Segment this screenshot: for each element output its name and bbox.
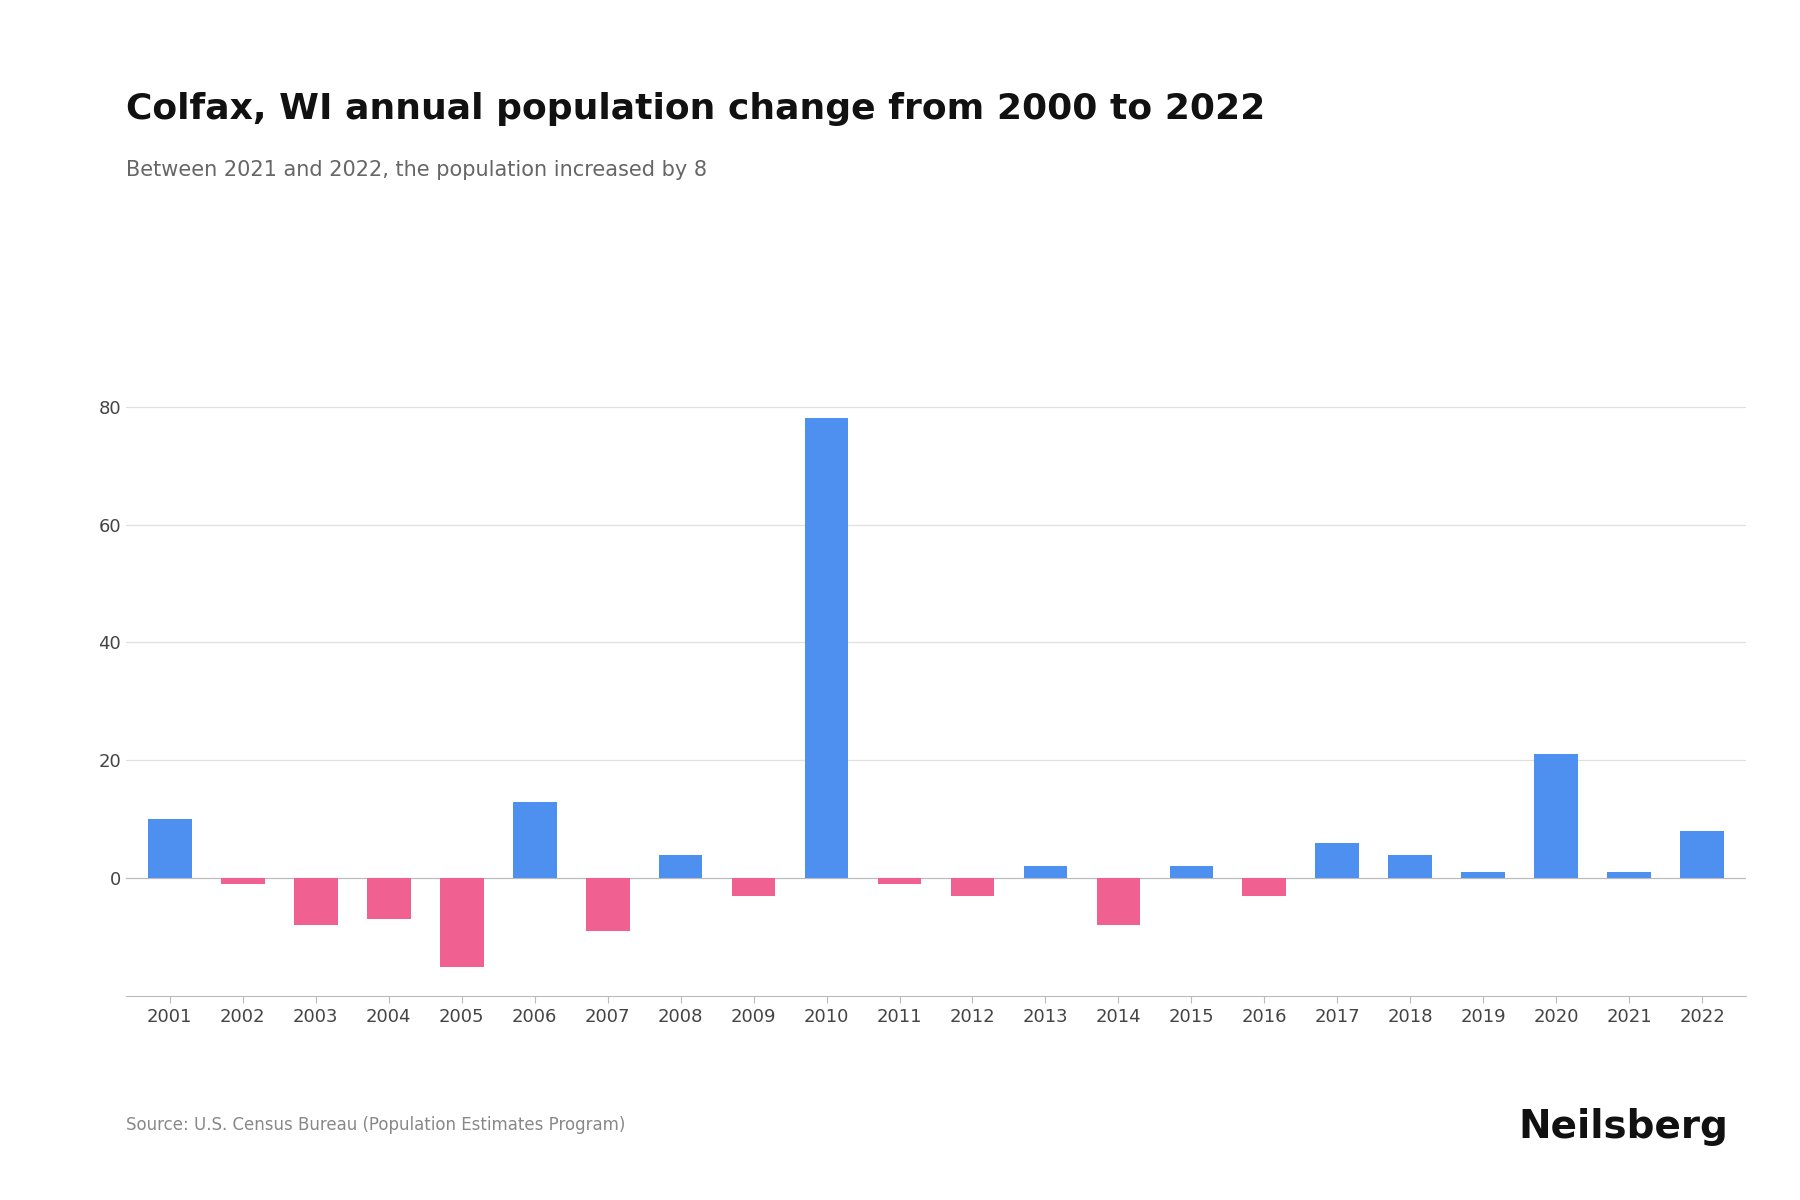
Text: Neilsberg: Neilsberg [1517,1108,1728,1146]
Text: Between 2021 and 2022, the population increased by 8: Between 2021 and 2022, the population in… [126,160,707,180]
Bar [293,878,338,925]
Bar [1096,878,1141,925]
Text: Colfax, WI annual population change from 2000 to 2022: Colfax, WI annual population change from… [126,92,1265,126]
Bar [1681,830,1724,878]
Bar [878,878,922,884]
Bar [805,419,848,878]
Bar [1170,866,1213,878]
Bar [367,878,410,919]
Bar [513,802,556,878]
Bar [1388,854,1433,878]
Bar [659,854,702,878]
Bar [221,878,265,884]
Bar [148,820,191,878]
Bar [1242,878,1287,896]
Bar [1534,755,1579,878]
Bar [1024,866,1067,878]
Bar [1607,872,1651,878]
Text: Source: U.S. Census Bureau (Population Estimates Program): Source: U.S. Census Bureau (Population E… [126,1116,625,1134]
Bar [585,878,630,931]
Bar [731,878,776,896]
Bar [1316,842,1359,878]
Bar [439,878,484,966]
Bar [950,878,994,896]
Bar [1462,872,1505,878]
